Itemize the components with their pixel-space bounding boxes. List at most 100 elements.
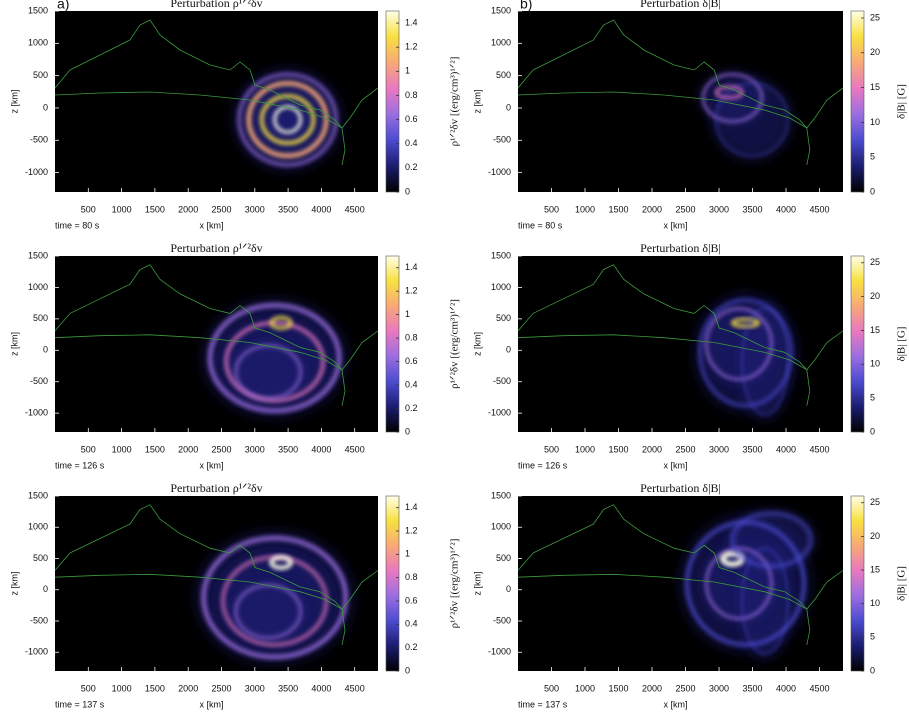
time-annotation: time = 80 s <box>55 220 100 230</box>
y-tick-label: 500 <box>496 313 511 323</box>
colorbar-tick-label: 0 <box>870 186 875 196</box>
x-tick-label: 4000 <box>776 444 796 454</box>
heatmap <box>518 11 843 192</box>
x-tick-label: 1000 <box>575 204 595 214</box>
x-tick-label: 1500 <box>145 204 165 214</box>
colorbar-tick-label: 0.2 <box>405 403 418 413</box>
colorbar-tick-label: 1.2 <box>405 525 418 535</box>
y-tick-label: -500 <box>30 376 48 386</box>
colorbar-tick-label: 25 <box>870 12 880 22</box>
x-tick-label: 1000 <box>112 204 132 214</box>
x-tick-label: 4000 <box>311 444 331 454</box>
x-tick-label: 500 <box>544 204 559 214</box>
y-tick-label: -500 <box>30 615 48 625</box>
colorbar-label: ρ¹ᐟ²δv [(erg/cm³)¹ᐟ²] <box>449 299 461 389</box>
colorbar <box>851 256 864 432</box>
colorbar-tick-label: 0.8 <box>405 90 418 100</box>
heatmap <box>55 256 378 432</box>
x-tick-label: 4500 <box>810 683 830 693</box>
time-annotation: time = 126 s <box>55 460 105 470</box>
colorbar-tick-label: 0 <box>870 426 875 436</box>
x-axis-label: x [km] <box>200 220 224 230</box>
x-axis-label: x [km] <box>664 699 688 709</box>
heatmap <box>55 496 378 671</box>
x-tick-label: 1000 <box>575 444 595 454</box>
x-tick-label: 500 <box>544 683 559 693</box>
x-tick-label: 1500 <box>608 444 628 454</box>
x-tick-label: 2500 <box>211 444 231 454</box>
heatmap <box>518 496 843 671</box>
colorbar <box>386 11 399 192</box>
y-tick-label: 0 <box>506 584 511 594</box>
colorbar-tick-label: 5 <box>870 632 875 642</box>
colorbar-tick-label: 20 <box>870 291 880 301</box>
y-axis-label: z [km] <box>9 90 19 114</box>
x-tick-label: 4500 <box>345 444 365 454</box>
colorbar-tick-label: 0 <box>870 665 875 675</box>
colorbar-label: ρ¹ᐟ²δv [(erg/cm³)¹ᐟ²] <box>449 57 461 147</box>
colorbar-label: δ|B| [G] <box>896 84 908 119</box>
colorbar-tick-label: 1 <box>405 309 410 319</box>
x-tick-label: 3500 <box>278 444 298 454</box>
x-tick-label: 2000 <box>642 683 662 693</box>
y-tick-label: -1000 <box>488 647 511 657</box>
y-axis-label: z [km] <box>472 90 482 114</box>
y-tick-label: 1500 <box>491 5 511 15</box>
x-tick-label: 1500 <box>145 683 165 693</box>
colorbar-tick-label: 1.2 <box>405 42 418 52</box>
colorbar-tick-label: 15 <box>870 325 880 335</box>
x-tick-label: 1500 <box>145 444 165 454</box>
colorbar-label: δ|B| [G] <box>896 566 908 601</box>
x-tick-label: 3000 <box>709 683 729 693</box>
y-tick-label: -1000 <box>25 408 48 418</box>
y-tick-label: 500 <box>33 70 48 80</box>
x-tick-label: 500 <box>81 444 96 454</box>
panel: Perturbation ρ¹ᐟ²δv500100015002000250030… <box>9 481 460 710</box>
colorbar <box>386 496 399 671</box>
panel-title: Perturbation ρ¹ᐟ²δv <box>170 241 262 255</box>
x-tick-label: 3000 <box>709 204 729 214</box>
x-tick-label: 1000 <box>112 444 132 454</box>
x-tick-label: 2000 <box>642 204 662 214</box>
x-tick-label: 4000 <box>776 683 796 693</box>
y-tick-label: -1000 <box>488 408 511 418</box>
y-tick-label: 0 <box>43 102 48 112</box>
x-tick-label: 4500 <box>345 204 365 214</box>
colorbar-tick-label: 10 <box>870 117 880 127</box>
y-tick-label: 1000 <box>491 522 511 532</box>
colorbar-tick-label: 15 <box>870 564 880 574</box>
x-axis-label: x [km] <box>664 220 688 230</box>
x-tick-label: 1500 <box>608 204 628 214</box>
colorbar-tick-label: 0.6 <box>405 114 418 124</box>
time-annotation: time = 80 s <box>518 220 563 230</box>
x-tick-label: 2500 <box>211 204 231 214</box>
colorbar-tick-label: 0.8 <box>405 333 418 343</box>
x-tick-label: 1000 <box>575 683 595 693</box>
panel: Perturbation δ|B| 500 1000 15 0 0 2000 2500 3000… <box>472 481 907 710</box>
time-annotation: time = 137 s <box>55 699 105 709</box>
colorbar-tick-label: 20 <box>870 531 880 541</box>
y-tick-label: 1500 <box>28 490 48 500</box>
colorbar-tick-label: 25 <box>870 497 880 507</box>
y-tick-label: 0 <box>506 102 511 112</box>
y-tick-label: -500 <box>30 135 48 145</box>
y-tick-label: -500 <box>493 135 511 145</box>
time-annotation: time = 126 s <box>518 460 568 470</box>
x-tick-label: 500 <box>81 683 96 693</box>
y-tick-label: 500 <box>33 553 48 563</box>
colorbar-tick-label: 1.2 <box>405 286 418 296</box>
x-tick-label: 4500 <box>810 204 830 214</box>
y-tick-label: 500 <box>33 313 48 323</box>
y-axis-label: z [km] <box>472 572 482 596</box>
panel-title: Perturbation δ|B| <box>640 481 721 495</box>
panel-title: Perturbation ρ¹ᐟ²δv <box>170 481 262 495</box>
figure: Perturbation ρ¹ᐟ²δva)5001000150020002500… <box>0 0 909 718</box>
x-tick-label: 4000 <box>311 204 331 214</box>
x-tick-label: 2500 <box>676 683 696 693</box>
y-tick-label: 0 <box>43 345 48 355</box>
y-tick-label: -500 <box>493 376 511 386</box>
x-axis-label: x [km] <box>200 460 224 470</box>
colorbar-tick-label: 1 <box>405 549 410 559</box>
